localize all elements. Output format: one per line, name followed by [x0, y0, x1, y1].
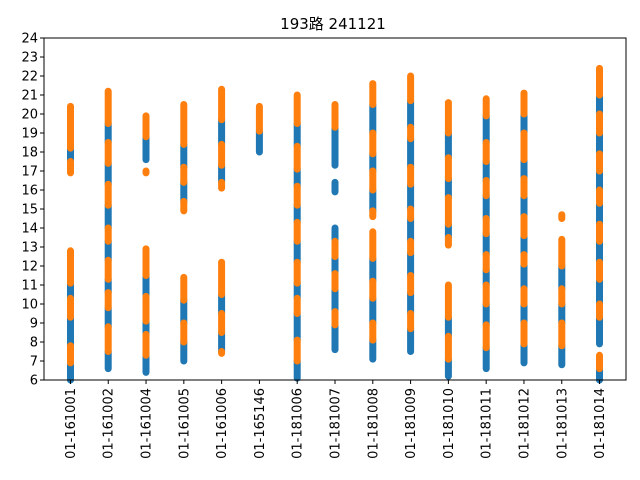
y-tick-label: 21 — [21, 89, 38, 104]
y-tick-label: 24 — [21, 32, 38, 47]
x-tick-label: 01-161001 — [64, 388, 79, 459]
y-tick-label: 8 — [30, 336, 38, 351]
x-axis: 01-161001 01-161002 01-161004 01-161005 01-1… — [64, 380, 608, 459]
x-tick-label: 01-181011 — [480, 388, 495, 459]
x-tick-label: 01-181007 — [329, 388, 344, 459]
data-marks — [67, 64, 603, 384]
x-tick-label: 01-161004 — [140, 388, 155, 459]
x-tick-label: 01-181014 — [593, 388, 608, 459]
y-tick-label: 12 — [21, 260, 38, 275]
y-tick-label: 18 — [21, 146, 38, 161]
y-tick-label: 7 — [30, 355, 38, 370]
x-tick-label: 01-181008 — [366, 388, 381, 459]
x-tick-label: 01-165146 — [253, 388, 268, 459]
y-axis: 6 7 8 9 10 11 12 13 14 15 16 17 18 19 20 21 22 23 24 — [21, 32, 44, 389]
x-tick-label: 01-161006 — [215, 388, 230, 459]
y-tick-label: 22 — [21, 70, 38, 85]
y-tick-label: 15 — [21, 203, 38, 218]
y-tick-label: 10 — [21, 298, 38, 313]
y-tick-label: 11 — [21, 279, 38, 294]
y-tick-label: 14 — [21, 222, 38, 237]
x-tick-label: 01-181013 — [555, 388, 570, 459]
plot-frame — [43, 37, 627, 381]
y-tick-label: 13 — [21, 241, 38, 256]
y-tick-label: 16 — [21, 184, 38, 199]
y-tick-label: 6 — [30, 374, 38, 389]
x-tick-label: 01-161002 — [102, 388, 117, 459]
chart-title: 193路 241121 — [280, 15, 386, 33]
x-tick-label: 01-181012 — [517, 388, 532, 459]
x-tick-label: 01-161005 — [177, 388, 192, 459]
x-tick-label: 01-181009 — [404, 388, 419, 459]
y-tick-label: 23 — [21, 51, 38, 66]
y-tick-label: 20 — [21, 108, 38, 123]
x-tick-label: 01-181006 — [291, 388, 306, 459]
y-tick-label: 19 — [21, 127, 38, 142]
x-tick-label: 01-181010 — [442, 388, 457, 459]
y-tick-label: 17 — [21, 165, 38, 180]
y-tick-label: 9 — [30, 317, 38, 332]
